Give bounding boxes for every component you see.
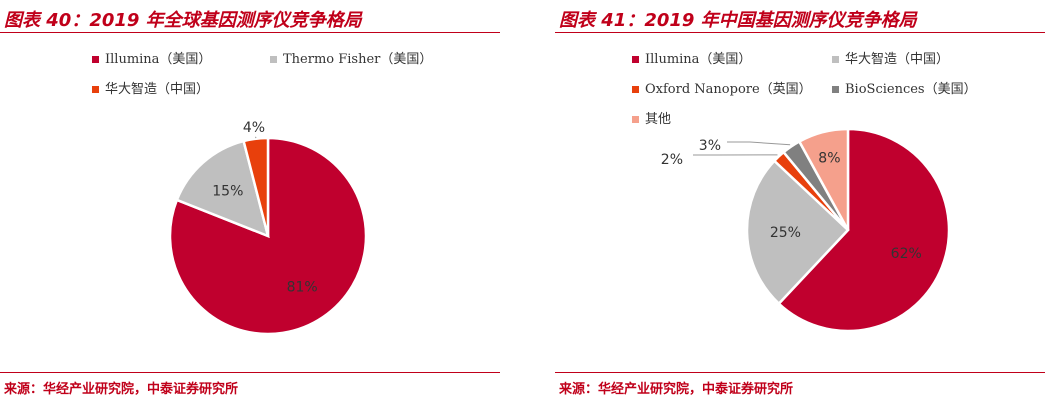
source-note: 来源：华经产业研究院，中泰证券研究所 xyxy=(559,382,794,397)
legend-swatch xyxy=(632,56,639,63)
pie-chart-china: 62% 25% 2% 3% 8% xyxy=(661,127,951,333)
source-rule xyxy=(0,372,500,373)
pie-chart-global: 81% 15% 4% xyxy=(168,120,368,336)
legend-item-biosciences: BioSciences（美国） xyxy=(832,78,977,97)
legend-swatch xyxy=(92,56,99,63)
pie-slice-1 xyxy=(175,139,270,239)
chart-title: 图表 41：2019 年中国基因测序仪竞争格局 xyxy=(559,10,917,31)
data-label-3: 3% xyxy=(699,138,721,154)
legend-item-illumina: Illumina（美国） xyxy=(632,48,751,67)
data-label-1: 15% xyxy=(212,183,243,199)
data-label-0: 81% xyxy=(287,279,318,295)
data-label-4: 8% xyxy=(818,151,840,167)
legend-swatch xyxy=(270,56,277,63)
chart-title: 图表 40：2019 年全球基因测序仪竞争格局 xyxy=(4,10,362,31)
leader-line-3 xyxy=(727,141,791,146)
chart-panel-china: 图表 41：2019 年中国基因测序仪竞争格局 Illumina（美国） 华大智… xyxy=(555,0,1045,402)
source-note: 来源：华经产业研究院，中泰证券研究所 xyxy=(4,382,239,397)
pie-slice-4 xyxy=(797,127,850,231)
legend-item-illumina: Illumina（美国） xyxy=(92,48,211,67)
legend-item-oxford-nanopore: Oxford Nanopore（英国） xyxy=(632,78,812,97)
title-rule xyxy=(0,32,500,33)
legend-swatch xyxy=(92,86,99,93)
source-rule xyxy=(555,372,1045,373)
data-label-0: 62% xyxy=(891,246,922,262)
pie-slice-1 xyxy=(745,159,850,306)
legend-item-thermo-fisher: Thermo Fisher（美国） xyxy=(270,48,432,67)
data-label-2: 4% xyxy=(243,120,265,136)
data-label-2: 2% xyxy=(661,152,683,168)
legend-item-mgi: 华大智造（中国） xyxy=(832,48,949,67)
pie-slice-0 xyxy=(777,127,951,333)
legend-item-mgi: 华大智造（中国） xyxy=(92,78,209,97)
pie-slice-2 xyxy=(242,136,270,237)
legend-item-other: 其他 xyxy=(632,108,671,127)
legend-swatch xyxy=(632,86,639,93)
chart-panel-global: 图表 40：2019 年全球基因测序仪竞争格局 Illumina（美国） The… xyxy=(0,0,500,402)
legend-swatch xyxy=(832,86,839,93)
legend-swatch xyxy=(632,116,639,123)
title-rule xyxy=(555,32,1045,33)
legend-swatch xyxy=(832,56,839,63)
leader-line-2 xyxy=(255,136,257,139)
data-label-1: 25% xyxy=(770,225,801,241)
